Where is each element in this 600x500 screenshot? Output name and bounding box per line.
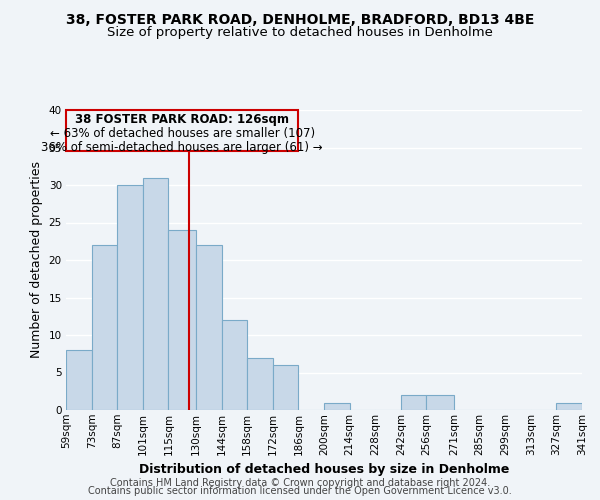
Bar bbox=[247, 358, 273, 410]
Bar bbox=[196, 245, 221, 410]
Bar bbox=[221, 320, 247, 410]
Bar bbox=[92, 245, 117, 410]
Bar bbox=[427, 395, 454, 410]
Bar bbox=[117, 185, 143, 410]
FancyBboxPatch shape bbox=[66, 110, 298, 151]
Bar bbox=[273, 365, 298, 410]
Bar bbox=[556, 402, 582, 410]
Text: ← 63% of detached houses are smaller (107): ← 63% of detached houses are smaller (10… bbox=[50, 126, 315, 140]
Text: Contains public sector information licensed under the Open Government Licence v3: Contains public sector information licen… bbox=[88, 486, 512, 496]
Text: 38 FOSTER PARK ROAD: 126sqm: 38 FOSTER PARK ROAD: 126sqm bbox=[75, 113, 289, 126]
Bar bbox=[401, 395, 427, 410]
Y-axis label: Number of detached properties: Number of detached properties bbox=[30, 162, 43, 358]
Text: Size of property relative to detached houses in Denholme: Size of property relative to detached ho… bbox=[107, 26, 493, 39]
Bar bbox=[324, 402, 350, 410]
Text: 36% of semi-detached houses are larger (61) →: 36% of semi-detached houses are larger (… bbox=[41, 140, 323, 153]
Bar bbox=[169, 230, 196, 410]
Text: Contains HM Land Registry data © Crown copyright and database right 2024.: Contains HM Land Registry data © Crown c… bbox=[110, 478, 490, 488]
Bar bbox=[66, 350, 92, 410]
Bar bbox=[143, 178, 169, 410]
Text: 38, FOSTER PARK ROAD, DENHOLME, BRADFORD, BD13 4BE: 38, FOSTER PARK ROAD, DENHOLME, BRADFORD… bbox=[66, 12, 534, 26]
X-axis label: Distribution of detached houses by size in Denholme: Distribution of detached houses by size … bbox=[139, 463, 509, 476]
